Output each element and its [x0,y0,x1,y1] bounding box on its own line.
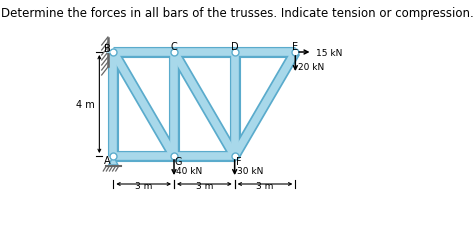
Text: B: B [104,44,110,54]
Text: 40 kN: 40 kN [176,166,202,175]
Text: 3 m: 3 m [135,181,152,190]
Text: D: D [231,42,238,52]
Text: 3 m: 3 m [256,181,273,190]
Text: A: A [104,155,110,165]
Text: F: F [236,156,241,166]
Text: 20 kN: 20 kN [299,63,325,72]
Text: 30 kN: 30 kN [237,166,264,175]
Text: Determine the forces in all bars of the trusses. Indicate tension or compression: Determine the forces in all bars of the … [0,7,474,20]
Text: E: E [292,42,299,52]
Text: G: G [174,156,182,166]
Text: C: C [171,42,177,52]
Text: 3 m: 3 m [196,181,213,190]
Text: 15 kN: 15 kN [316,48,342,57]
Polygon shape [109,156,118,165]
Text: 4 m: 4 m [76,100,95,109]
